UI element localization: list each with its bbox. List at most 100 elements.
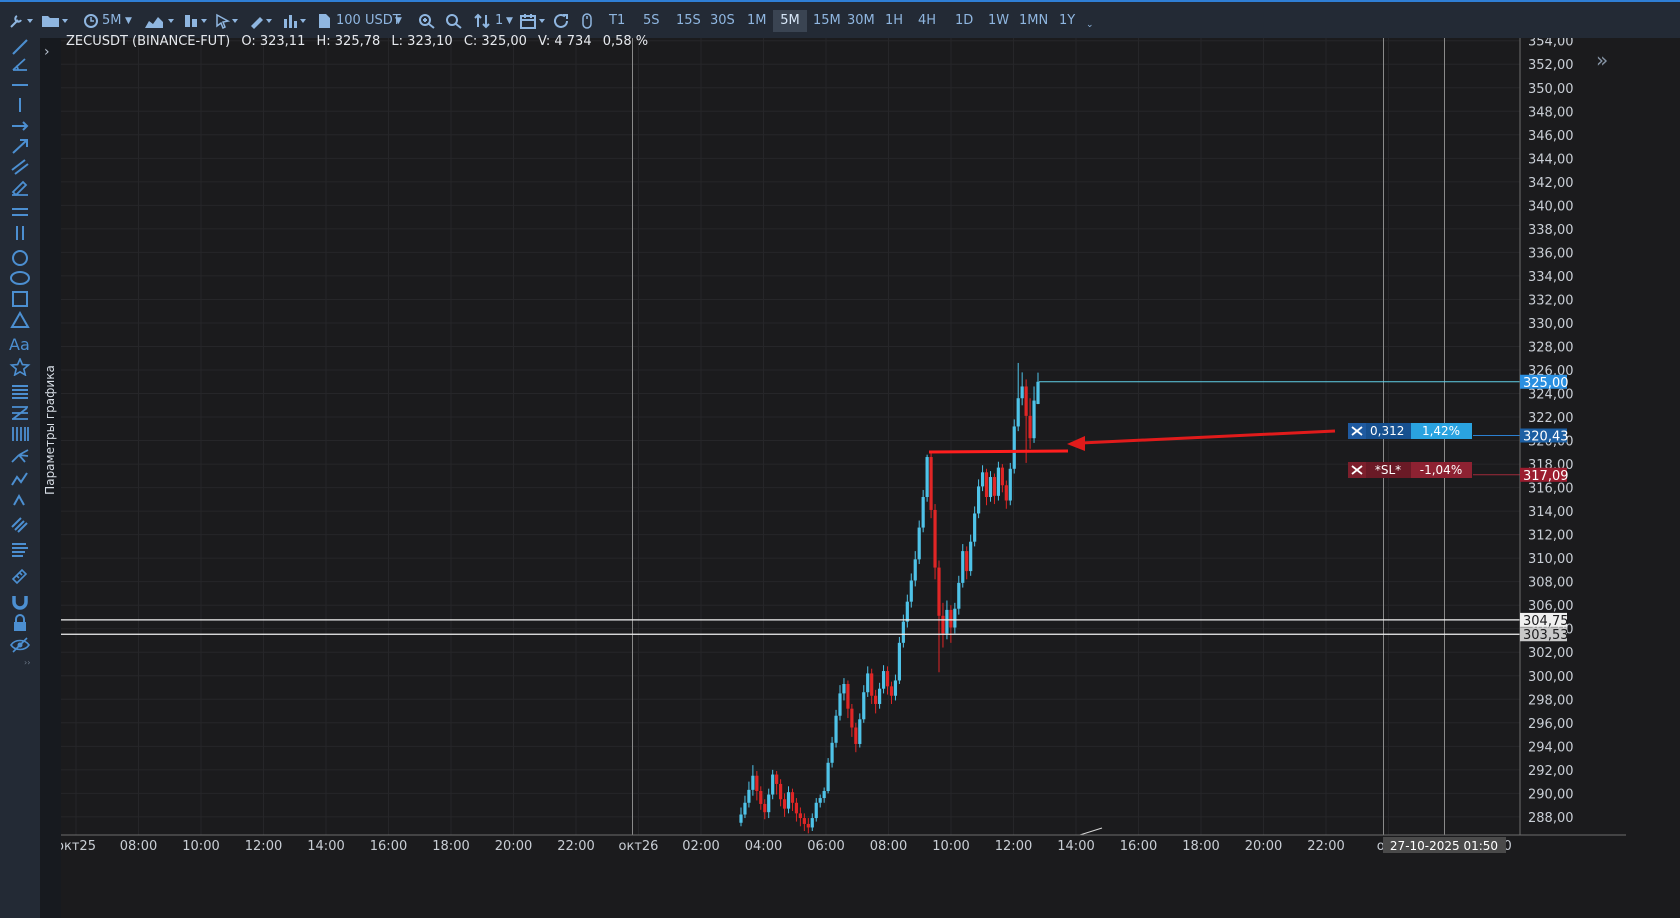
candle[interactable]: [826, 758, 830, 794]
chevron-right-icon[interactable]: ›: [44, 44, 50, 60]
cursor-icon[interactable]: [214, 10, 244, 32]
candle[interactable]: [739, 807, 743, 827]
candle[interactable]: [977, 479, 981, 519]
eye-off-icon[interactable]: [9, 636, 31, 654]
candle[interactable]: [806, 818, 810, 834]
notes-icon[interactable]: [9, 541, 31, 559]
candle[interactable]: [913, 551, 917, 587]
candle[interactable]: [992, 473, 997, 505]
candle[interactable]: [838, 685, 842, 721]
candle[interactable]: [782, 793, 787, 817]
arrow-diagonal-icon[interactable]: [9, 137, 31, 155]
candle[interactable]: [965, 546, 969, 580]
candle[interactable]: [984, 468, 989, 506]
candle[interactable]: [988, 471, 993, 502]
candle[interactable]: [866, 666, 870, 697]
ellipse-icon[interactable]: [9, 269, 31, 287]
candle[interactable]: [973, 506, 977, 547]
candle[interactable]: [881, 665, 886, 694]
candle[interactable]: [949, 605, 953, 643]
candle[interactable]: [834, 709, 838, 748]
tab-1w[interactable]: 1W: [988, 13, 1010, 28]
drawn-trend-line[interactable]: [928, 449, 1069, 454]
tab-1y[interactable]: 1Y: [1059, 13, 1076, 28]
candle[interactable]: [862, 685, 866, 723]
candle[interactable]: [874, 689, 878, 714]
stop-loss-box[interactable]: *SL* -1,04%: [1348, 462, 1472, 478]
arrow-right-icon[interactable]: [9, 117, 31, 135]
brush-icon[interactable]: [9, 38, 31, 56]
candle[interactable]: [830, 736, 834, 768]
angle-icon[interactable]: [9, 55, 31, 73]
timeframe-dropdown[interactable]: 5M: [102, 13, 122, 28]
parallel-lines-icon[interactable]: [9, 158, 31, 176]
candle[interactable]: [842, 678, 846, 701]
chart-type-icon[interactable]: [144, 10, 180, 32]
pencil-icon[interactable]: [248, 10, 278, 32]
sort-icon[interactable]: [473, 10, 493, 32]
candle[interactable]: [779, 779, 783, 807]
candle[interactable]: [996, 461, 1000, 501]
candle[interactable]: [794, 798, 799, 822]
candle[interactable]: [917, 520, 921, 565]
mouse-icon[interactable]: [581, 10, 593, 32]
candle[interactable]: [925, 454, 929, 502]
fib-fan-icon[interactable]: [9, 404, 31, 422]
candle[interactable]: [755, 771, 759, 801]
price-chart[interactable]: 354,00 352,00 350,00 348,00 346,00 344,00 342,…: [61, 38, 1626, 918]
candle[interactable]: [1020, 372, 1024, 406]
candle[interactable]: [969, 534, 973, 576]
symbol-label[interactable]: ZECUSDT (BINANCE-FUT): [66, 34, 231, 49]
candle[interactable]: [846, 680, 850, 719]
tab-1d[interactable]: 1D: [955, 13, 974, 28]
candle[interactable]: [802, 813, 806, 831]
candle[interactable]: [893, 674, 898, 701]
wave-icon[interactable]: [9, 470, 31, 488]
candle[interactable]: [889, 681, 894, 704]
wrench-icon[interactable]: [8, 10, 34, 32]
multiplier-dropdown[interactable]: 1: [495, 13, 504, 28]
candle[interactable]: [961, 544, 965, 588]
folder-icon[interactable]: [40, 10, 68, 32]
refresh-icon[interactable]: [553, 10, 571, 32]
triangle-icon[interactable]: [9, 311, 31, 329]
zoom-in-icon[interactable]: [418, 10, 436, 32]
candle[interactable]: [937, 560, 941, 673]
candle[interactable]: [818, 794, 822, 808]
magnet-icon[interactable]: [9, 592, 31, 610]
candle[interactable]: [810, 813, 814, 831]
candle[interactable]: [1000, 464, 1004, 493]
candle[interactable]: [1028, 398, 1032, 449]
lock-icon[interactable]: [9, 614, 31, 632]
candle[interactable]: [870, 668, 874, 704]
candle[interactable]: [897, 636, 901, 684]
candle[interactable]: [909, 573, 913, 608]
candle[interactable]: [929, 453, 933, 519]
tab-15s[interactable]: 15S: [676, 13, 701, 28]
tab-t1[interactable]: T1: [609, 13, 626, 28]
calendar-icon[interactable]: [520, 10, 550, 32]
candle[interactable]: [759, 786, 763, 810]
chart-params-label[interactable]: Параметры графика: [43, 365, 57, 495]
candle[interactable]: [1008, 462, 1012, 506]
candle[interactable]: [798, 807, 802, 827]
candle[interactable]: [790, 788, 795, 811]
circle-icon[interactable]: [9, 249, 31, 267]
candle[interactable]: [743, 795, 747, 819]
candle[interactable]: [921, 489, 925, 533]
amount-dropdown[interactable]: 100 USDT: [336, 13, 401, 28]
ruler-icon[interactable]: [9, 566, 31, 584]
tab-5m[interactable]: 5M: [773, 10, 807, 32]
tab-1h[interactable]: 1H: [885, 13, 904, 28]
double-horizontal-icon[interactable]: [9, 203, 31, 221]
candle[interactable]: [1004, 480, 1008, 509]
candle[interactable]: [854, 722, 858, 753]
vertical-line-icon[interactable]: [9, 96, 31, 114]
candle[interactable]: [763, 799, 767, 820]
candle[interactable]: [822, 787, 826, 803]
candle[interactable]: [858, 713, 862, 748]
horizontal-line-icon[interactable]: [9, 76, 31, 94]
tab-15m[interactable]: 15M: [813, 13, 841, 28]
chart-params-panel[interactable]: [40, 38, 61, 918]
candle[interactable]: [953, 602, 957, 634]
